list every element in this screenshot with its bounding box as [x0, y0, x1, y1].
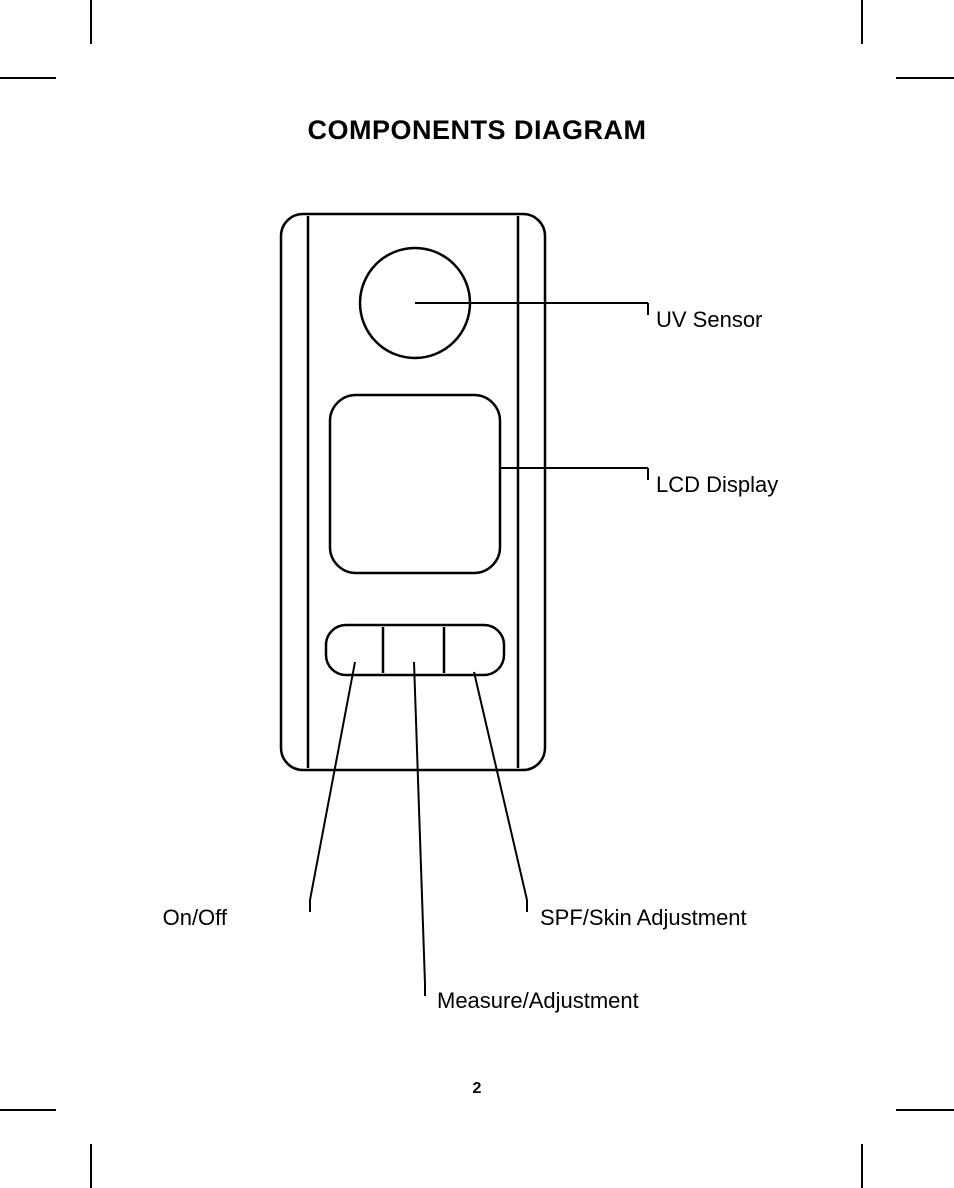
measure-adjustment-label: Measure/Adjustment: [437, 988, 639, 1014]
page-number: 2: [0, 1080, 954, 1098]
device-outline: [281, 214, 545, 770]
page-title: COMPONENTS DIAGRAM: [0, 115, 954, 146]
spf-skin-adjustment-label: SPF/Skin Adjustment: [540, 905, 747, 931]
lcd-display-shape: [330, 395, 500, 573]
uv-sensor-label: UV Sensor: [656, 307, 762, 333]
on-off-leader: [310, 662, 355, 900]
on-off-label: On/Off: [163, 905, 227, 931]
measure-adjustment-leader: [414, 662, 425, 984]
lcd-display-label: LCD Display: [656, 472, 778, 498]
